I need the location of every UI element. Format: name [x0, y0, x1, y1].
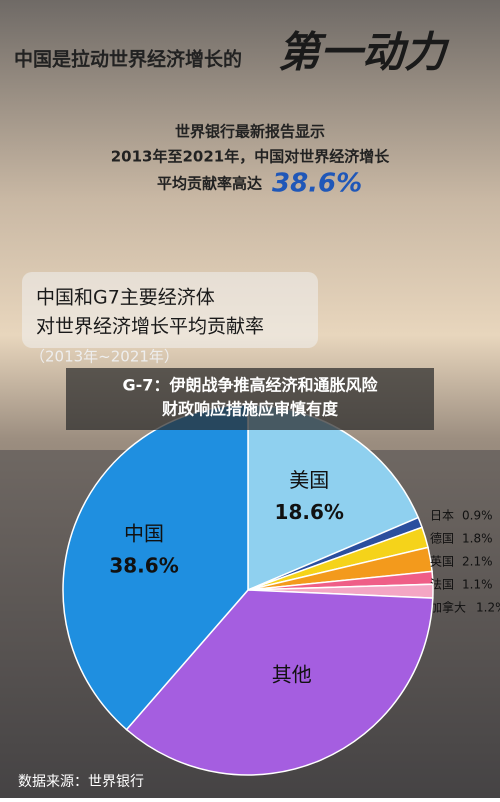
chart-subtitle: 对世界经济增长平均贡献率 — [36, 316, 264, 338]
slice-value: 18.6% — [275, 500, 344, 524]
report-figure: 38.6% — [272, 169, 362, 199]
slice-label: 加拿大 — [430, 600, 466, 615]
slice-label: 德国 — [430, 531, 454, 546]
overlay-text: 财政响应措施应审慎有度 — [161, 400, 339, 419]
chart-title: 中国和G7主要经济体 — [36, 287, 215, 309]
slice-value: 1.1% — [462, 578, 493, 592]
slice-value: 38.6% — [109, 554, 178, 578]
headline: 中国是拉动世界经济增长的 — [14, 48, 242, 71]
overlay-banner — [66, 368, 434, 430]
slice-value: 1.2% — [476, 601, 500, 615]
report-line: 世界银行最新报告显示 — [175, 123, 325, 141]
slice-label: 美国 — [289, 468, 329, 492]
overlay-text: G-7：伊朗战争推高经济和通胀风险 — [123, 376, 379, 395]
source: 数据来源：世界银行 — [18, 774, 144, 790]
slice-value: 1.8% — [462, 532, 493, 546]
slice-label: 英国 — [430, 555, 454, 569]
pie: 美国 18.6% 日本 0.9% 德国 1.8% 英国 2.1% 法国 1.1% 加拿大 1.2% 其他… — [62, 404, 500, 776]
report-line: 2013年至2021年，中国对世界经济增长 — [111, 148, 390, 166]
pie-slice — [125, 589, 434, 776]
slice-label: 其他 — [272, 663, 312, 687]
slice-label: 中国 — [124, 522, 164, 546]
headline-emph: 第一动力 — [278, 28, 450, 77]
slice-value: 2.1% — [462, 555, 493, 569]
slice-label: 法国 — [430, 578, 454, 592]
title-box — [22, 272, 318, 348]
report-line: 平均贡献率高达 — [157, 175, 262, 193]
chart-period: （2013年~2021年） — [30, 348, 179, 366]
slice-label: 日本 — [430, 509, 454, 523]
slice-value: 0.9% — [462, 509, 493, 523]
